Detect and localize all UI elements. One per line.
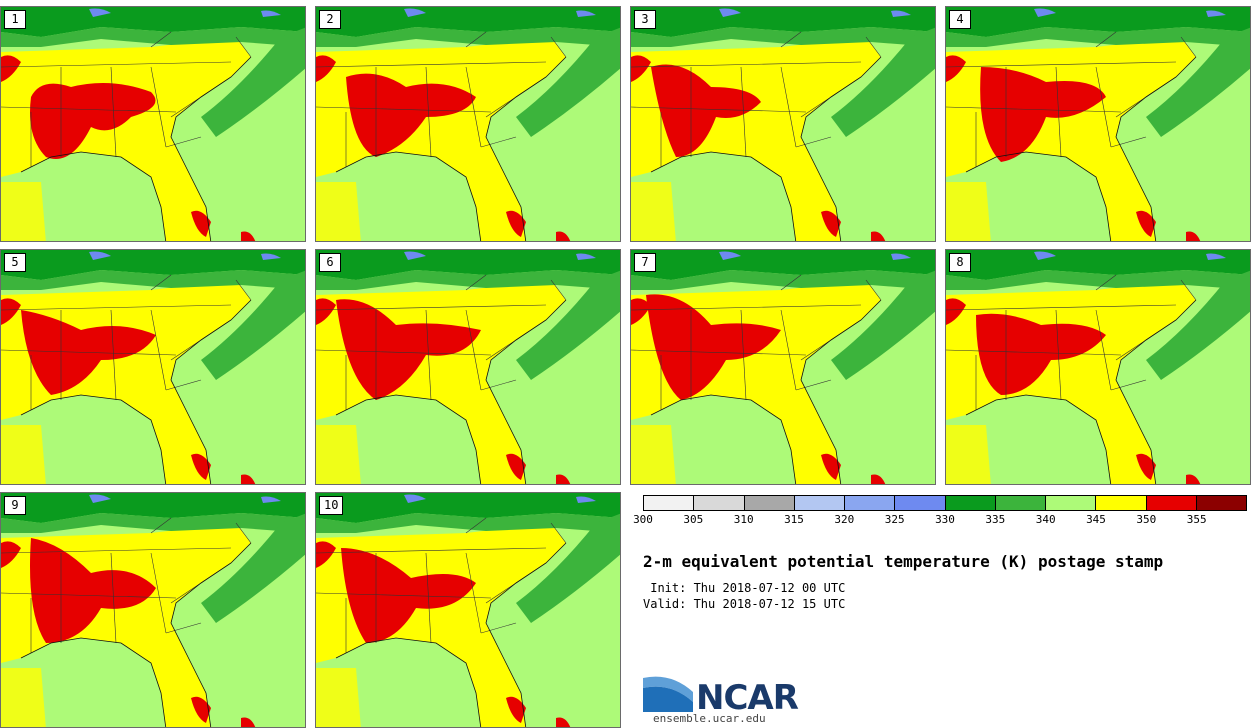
member-panel-4: 4 <box>945 6 1251 242</box>
ensemble-member-map <box>1 250 305 484</box>
site-url: ensemble.ucar.edu <box>653 712 766 725</box>
ensemble-member-map <box>946 250 1250 484</box>
run-info: Init: Thu 2018-07-12 00 UTC Valid: Thu 2… <box>643 580 845 612</box>
colorbar-tick-label: 305 <box>683 513 704 526</box>
member-panel-2: 2 <box>315 6 621 242</box>
colorbar-segment <box>793 496 844 510</box>
colorbar-segment <box>693 496 744 510</box>
ensemble-member-map <box>1 493 305 727</box>
colorbar-segment <box>944 496 995 510</box>
colorbar-tick-label: 355 <box>1186 513 1207 526</box>
ensemble-member-map <box>631 250 935 484</box>
plot-title: 2-m equivalent potential temperature (K)… <box>643 552 1164 571</box>
member-panel-1: 1 <box>0 6 306 242</box>
ensemble-member-map <box>1 7 305 241</box>
colorbar-tick-label: 325 <box>884 513 905 526</box>
ensemble-member-map <box>316 250 620 484</box>
ensemble-member-map <box>631 7 935 241</box>
member-number: 3 <box>634 10 656 29</box>
colorbar-segment <box>844 496 895 510</box>
colorbar-segment <box>1045 496 1096 510</box>
member-number: 10 <box>319 496 344 515</box>
colorbar-segment <box>1145 496 1196 510</box>
colorbar-tick-label: 330 <box>935 513 955 526</box>
colorbar-segment <box>994 496 1045 510</box>
member-panel-3: 3 <box>630 6 936 242</box>
member-number: 4 <box>949 10 971 29</box>
colorbar-segment <box>1095 496 1146 510</box>
colorbar-segment <box>1195 496 1246 510</box>
init-time: Init: Thu 2018-07-12 00 UTC <box>643 581 846 595</box>
member-panel-5: 5 <box>0 249 306 485</box>
valid-time: Valid: Thu 2018-07-12 15 UTC <box>643 597 846 611</box>
member-number: 7 <box>634 253 656 272</box>
ensemble-member-map <box>946 7 1250 241</box>
colorbar-tick-label: 340 <box>1035 513 1056 526</box>
member-number: 6 <box>319 253 341 272</box>
member-number: 1 <box>4 10 26 29</box>
colorbar-tick-label: 300 <box>633 513 653 526</box>
colorbar-segment <box>644 496 694 510</box>
colorbar <box>643 495 1247 511</box>
member-panel-8: 8 <box>945 249 1251 485</box>
colorbar-tick-label: 320 <box>834 513 855 526</box>
member-number: 9 <box>4 496 26 515</box>
member-number: 8 <box>949 253 971 272</box>
member-panel-7: 7 <box>630 249 936 485</box>
ensemble-member-map <box>316 493 620 727</box>
colorbar-segment <box>894 496 945 510</box>
member-number: 2 <box>319 10 341 29</box>
colorbar-tick-label: 310 <box>733 513 754 526</box>
colorbar-tick-label: 350 <box>1136 513 1157 526</box>
colorbar-ticks: 300 305 310 315 320 325 330 335 340 345 350 355 <box>633 513 1247 527</box>
ensemble-member-map <box>316 7 620 241</box>
colorbar-tick-label: 335 <box>985 513 1006 526</box>
member-panel-10: 10 <box>315 492 621 728</box>
ncar-logo-text: NCAR <box>696 678 799 718</box>
member-panel-9: 9 <box>0 492 306 728</box>
colorbar-tick-label: 315 <box>784 513 804 526</box>
colorbar-tick-label: 345 <box>1086 513 1106 526</box>
colorbar-segment <box>743 496 794 510</box>
member-number: 5 <box>4 253 26 272</box>
member-panel-6: 6 <box>315 249 621 485</box>
ncar-logo-icon <box>643 676 693 712</box>
